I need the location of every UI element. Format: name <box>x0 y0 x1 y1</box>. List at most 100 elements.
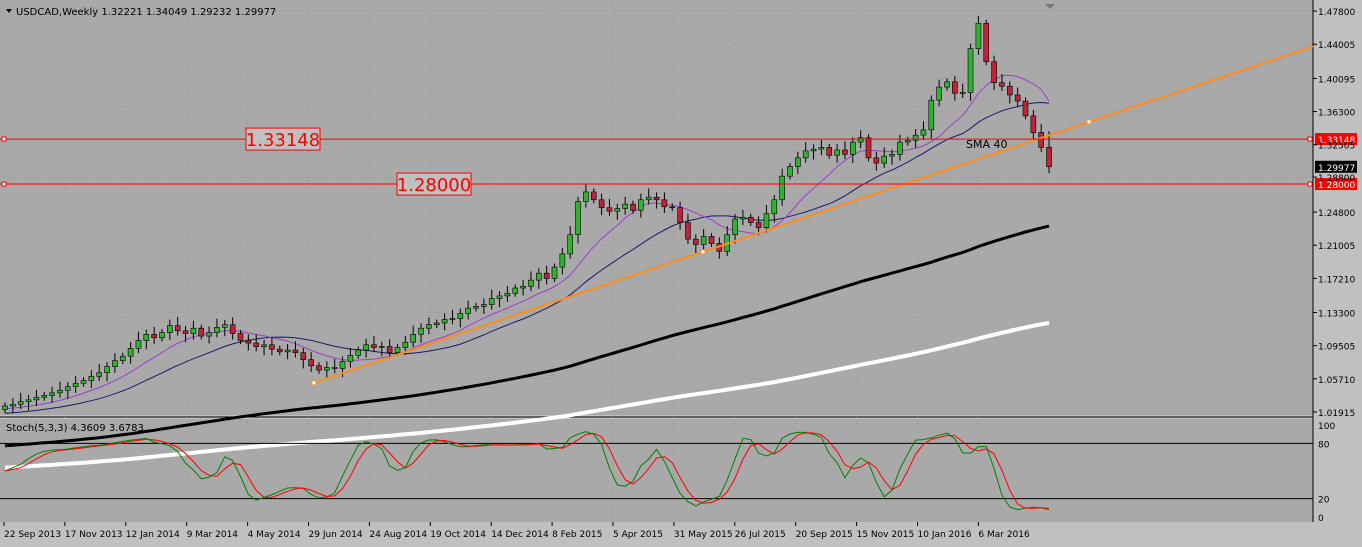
bull-candle <box>284 349 291 353</box>
bull-candle <box>214 327 220 333</box>
chart-shift-marker-icon[interactable] <box>1045 4 1055 9</box>
time-tick-label: 29 Jun 2014 <box>309 530 363 540</box>
horizontal-levels[interactable]: 1.33148 1.33148 1.28000 1.28000 <box>0 127 1357 196</box>
bull-candle <box>363 344 369 351</box>
bear-candle <box>300 352 307 360</box>
bull-candle <box>355 349 362 356</box>
price-tick-label: 1.24800 <box>1318 209 1355 219</box>
bull-candle <box>881 155 888 164</box>
time-tick-label: 6 Mar 2016 <box>978 530 1030 540</box>
bull-candle <box>402 341 409 348</box>
bull-candle <box>72 382 79 388</box>
bull-candle <box>441 319 448 324</box>
bear-candle <box>873 157 880 164</box>
bear-candle <box>999 82 1005 87</box>
time-tick-label: 20 Sep 2015 <box>796 530 853 540</box>
price-tick-label: 1.28800 <box>1318 174 1355 184</box>
time-axis-bg <box>0 522 1362 547</box>
bear-candle <box>842 149 848 155</box>
bull-candle <box>857 137 864 143</box>
bull-candle <box>473 306 479 309</box>
orange-trendline <box>313 45 1314 384</box>
level-handle <box>1307 181 1313 187</box>
bull-candle <box>504 292 511 297</box>
bull-candle <box>25 399 32 402</box>
bear-candle <box>292 349 299 353</box>
bull-candle <box>41 395 48 398</box>
bull-candle <box>959 92 966 94</box>
bull-candle <box>528 279 534 287</box>
bull-candle <box>190 327 197 334</box>
bull-candle <box>889 154 895 157</box>
bull-candle <box>551 266 558 279</box>
time-tick-label: 15 Nov 2015 <box>857 530 915 540</box>
trendline-anchor <box>1086 119 1092 125</box>
bull-candle <box>512 287 519 294</box>
bull-candle <box>104 366 110 374</box>
trendline[interactable] <box>311 45 1314 386</box>
bull-candle <box>583 191 589 202</box>
bull-candle <box>10 403 16 407</box>
bear-candle <box>245 340 252 344</box>
sma-purple-line <box>4 74 1050 410</box>
level-price-tag <box>1315 133 1357 146</box>
bull-candle <box>802 150 809 159</box>
bull-candle <box>347 354 354 362</box>
bull-candle <box>167 325 173 333</box>
bear-candle <box>747 216 754 223</box>
bear-candle <box>865 137 872 159</box>
bull-candle <box>457 313 464 319</box>
bull-candle <box>433 322 440 326</box>
bear-candle <box>182 330 189 334</box>
price-tick-label: 1.47800 <box>1318 8 1355 18</box>
bull-candle <box>810 148 817 152</box>
bear-candle <box>229 324 236 334</box>
bull-candle <box>967 48 974 93</box>
bull-candle <box>261 344 267 347</box>
dropdown-arrow-icon[interactable] <box>6 9 12 13</box>
sma-black-line <box>4 224 1050 448</box>
bear-candle <box>952 81 958 94</box>
bear-candle <box>386 346 393 353</box>
bear-candle <box>826 147 833 156</box>
bull-candle <box>779 175 785 201</box>
bull-candle <box>645 196 652 201</box>
bear-candle <box>237 333 244 341</box>
stoch-header: Stoch(5,3,3) 4.3609 3.6783 <box>6 423 144 434</box>
bull-candle <box>33 396 40 401</box>
bull-candle <box>622 203 628 209</box>
bear-candle <box>198 327 205 337</box>
bear-candle <box>253 342 259 347</box>
stoch-tick-label: 0 <box>1318 514 1324 524</box>
price-tick-label: 1.05710 <box>1318 376 1355 386</box>
bull-candle <box>700 236 707 245</box>
bear-candle <box>983 22 990 63</box>
price-tick-label: 1.32505 <box>1318 142 1355 152</box>
price-tick-label: 1.13300 <box>1318 309 1355 319</box>
bull-candle <box>159 332 165 339</box>
bull-candle <box>575 201 581 236</box>
current-price-text: 1.29977 <box>1318 164 1355 174</box>
bull-candle <box>481 304 487 307</box>
level-handle <box>1 181 7 187</box>
bull-candle <box>975 22 982 49</box>
bear-candle <box>606 207 613 212</box>
bull-candle <box>740 216 746 220</box>
bull-candle <box>904 140 911 143</box>
bear-candle <box>308 359 314 367</box>
stoch-panel[interactable] <box>0 419 1313 522</box>
bear-candle <box>692 238 699 245</box>
level-handle <box>1307 136 1313 142</box>
bull-candle <box>394 347 401 353</box>
bull-candle <box>2 405 8 410</box>
bear-candle <box>661 199 668 208</box>
bear-candle <box>1006 85 1013 96</box>
level-price-tag <box>1315 178 1357 191</box>
bull-candle <box>787 166 793 177</box>
bear-candle <box>755 222 762 229</box>
bull-candle <box>339 361 346 369</box>
bear-candle <box>276 348 283 353</box>
time-tick-label: 17 Nov 2013 <box>65 530 123 540</box>
bear-candle <box>371 344 377 348</box>
